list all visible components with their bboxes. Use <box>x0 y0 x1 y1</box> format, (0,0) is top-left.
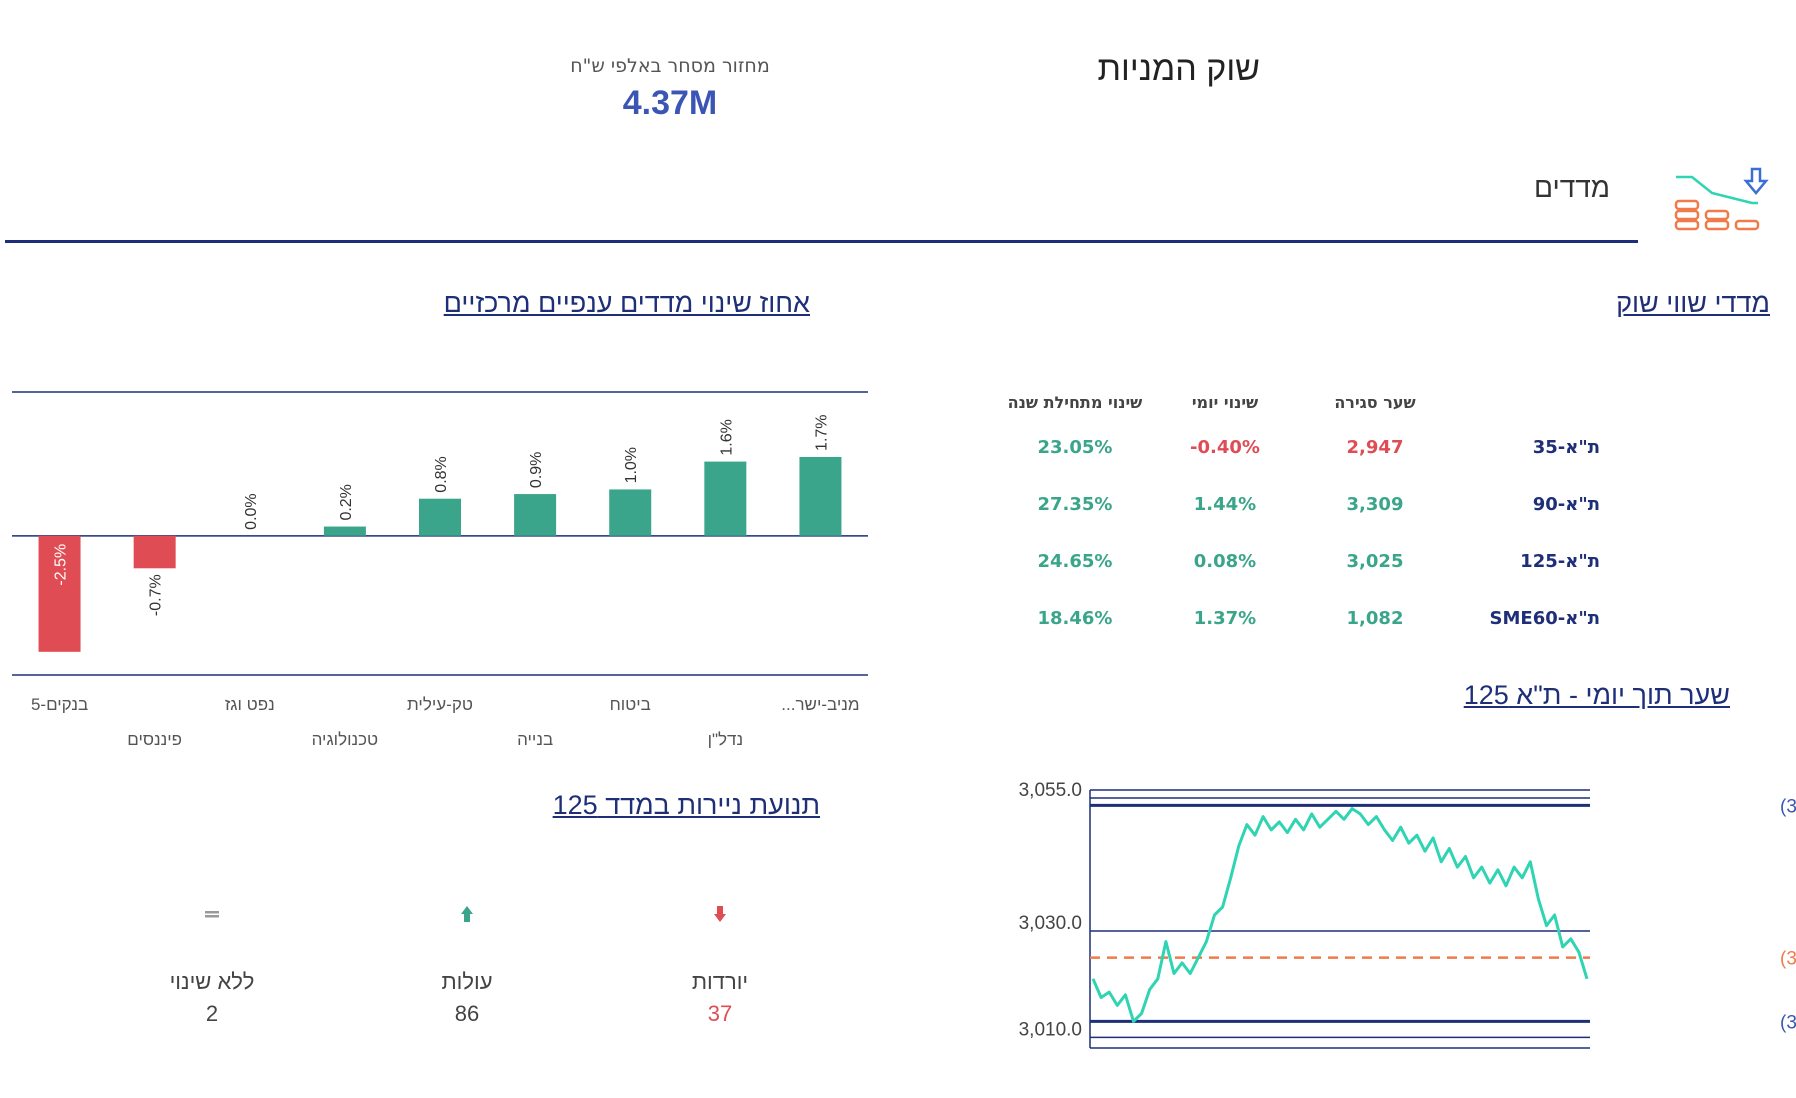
movement-up: עולות 86 <box>387 905 547 1027</box>
sector-bar-chart: 1.7% מניב-ישר... 1.6% נדל"ן 1.0% ביטוח 0.9% בני… <box>12 391 868 749</box>
movement-down: יורדות 37 <box>640 905 800 1027</box>
index-daily-change: -0.40% <box>1190 437 1260 458</box>
table-row: ת"א-125 3,025 0.08% 24.65% <box>1000 533 1601 590</box>
index-name: ת"א-35 <box>1532 437 1600 458</box>
bar-value-label: 0.9% <box>528 452 545 488</box>
movement-flat-count: 2 <box>205 1001 219 1026</box>
market-indices-title: מדדי שווי שוק <box>1616 288 1770 318</box>
turnover-value: 4.37M <box>622 84 718 122</box>
bar <box>514 494 557 536</box>
movement-down-count: 37 <box>707 1001 733 1026</box>
category-label: טכנולוגיה <box>312 730 379 749</box>
header-name <box>1450 385 1600 419</box>
arrow-up-icon <box>387 905 547 929</box>
reference-line-label: מינימלי (3,013.0) <box>1780 1012 1796 1033</box>
category-label: בנקים-5 <box>31 695 88 714</box>
category-label: טק-עילית <box>407 695 473 714</box>
index-close: 3,025 <box>1346 551 1404 572</box>
bar-value-label: -2.5% <box>53 544 70 586</box>
movement-down-label: יורדות <box>691 969 749 994</box>
sector-change-title: אחוז שינוי מדדים ענפיים מרכזיים <box>443 288 810 318</box>
header-close: שער סגירה <box>1334 392 1416 412</box>
tab-indices[interactable]: מדדים <box>1534 172 1610 203</box>
index-ytd-change: 23.05% <box>1037 437 1113 458</box>
index-ytd-change: 27.35% <box>1037 494 1113 515</box>
intraday-title: שער תוך יומי - ת"א 125 <box>1463 680 1730 710</box>
turnover-label: מחזור מסחר באלפי ש"ח <box>570 55 770 77</box>
index-daily-change: 1.37% <box>1193 608 1257 629</box>
index-table-header: שער סגירה שינוי יומי שינוי מתחילת שנה <box>1000 385 1600 419</box>
bar <box>419 498 461 536</box>
bar-value-label: -0.7% <box>148 574 165 616</box>
index-name: ת"א-90 <box>1532 494 1600 515</box>
category-label: נדל"ן <box>708 730 744 749</box>
index-close: 3,309 <box>1346 494 1404 515</box>
market-down-icon <box>1674 167 1769 231</box>
index-name: ת"א-SME60 <box>1489 608 1600 629</box>
index-close: 2,947 <box>1346 437 1404 458</box>
table-row: ת"א-90 3,309 1.44% 27.35% <box>1000 476 1601 533</box>
header-ytd: שינוי מתחילת שנה <box>1007 392 1143 412</box>
table-row: ת"א-35 2,947 -0.40% 23.05% <box>1000 419 1601 476</box>
index-daily-change: 0.08% <box>1193 551 1257 572</box>
equals-icon <box>132 905 292 929</box>
bar <box>133 535 176 569</box>
y-tick-label: 3,010.0 <box>1019 1019 1082 1040</box>
movement-title: תנועת ניירות במדד 125 <box>552 790 820 820</box>
bar <box>799 456 842 536</box>
bar <box>323 526 366 536</box>
category-label: ביטוח <box>610 695 651 714</box>
bar <box>609 489 652 536</box>
arrow-down-icon <box>640 905 800 929</box>
bar-value-label: 0.0% <box>243 493 260 529</box>
table-row: ת"א-SME60 1,082 1.37% 18.46% <box>1000 590 1601 647</box>
bar-value-label: 1.6% <box>718 419 735 455</box>
category-label: מניב-ישר... <box>781 695 859 714</box>
header-daily: שינוי יומי <box>1191 392 1259 412</box>
category-label: נפט וגז <box>225 695 275 714</box>
index-ytd-change: 18.46% <box>1037 608 1113 629</box>
y-tick-label: 3,055.0 <box>1019 780 1082 801</box>
intraday-line-chart: 3,010.0 3,030.0 3,055.0 מקסימלי (3,053.6) סג… <box>1019 780 1796 1049</box>
movement-flat: ללא שינוי 2 <box>132 905 292 1027</box>
bar-value-label: 1.0% <box>623 447 640 483</box>
bar-value-label: 0.8% <box>433 456 450 492</box>
bar-value-label: 1.7% <box>813 414 830 450</box>
y-tick-label: 3,030.0 <box>1019 913 1082 934</box>
movement-flat-label: ללא שינוי <box>169 969 255 994</box>
movement-up-label: עולות <box>441 969 493 994</box>
reference-line-label: סגירה (3,025.0) <box>1780 949 1796 970</box>
index-close: 1,082 <box>1346 608 1404 629</box>
tab-divider <box>5 240 1638 243</box>
category-label: פיננסים <box>127 730 182 749</box>
bar <box>38 535 81 652</box>
bar <box>704 461 747 536</box>
index-name: ת"א-125 <box>1520 551 1600 572</box>
category-label: בנייה <box>517 730 553 749</box>
bar-value-label: 0.2% <box>338 484 355 520</box>
index-ytd-change: 24.65% <box>1037 551 1113 572</box>
page-title: שוק המניות <box>1097 50 1260 88</box>
index-daily-change: 1.44% <box>1193 494 1257 515</box>
reference-line-label: מקסימלי (3,053.6) <box>1780 796 1796 817</box>
series-line <box>1091 807 1589 1023</box>
movement-up-count: 86 <box>454 1001 480 1026</box>
index-table: שער סגירה שינוי יומי שינוי מתחילת שנה ת"… <box>1000 385 1600 647</box>
